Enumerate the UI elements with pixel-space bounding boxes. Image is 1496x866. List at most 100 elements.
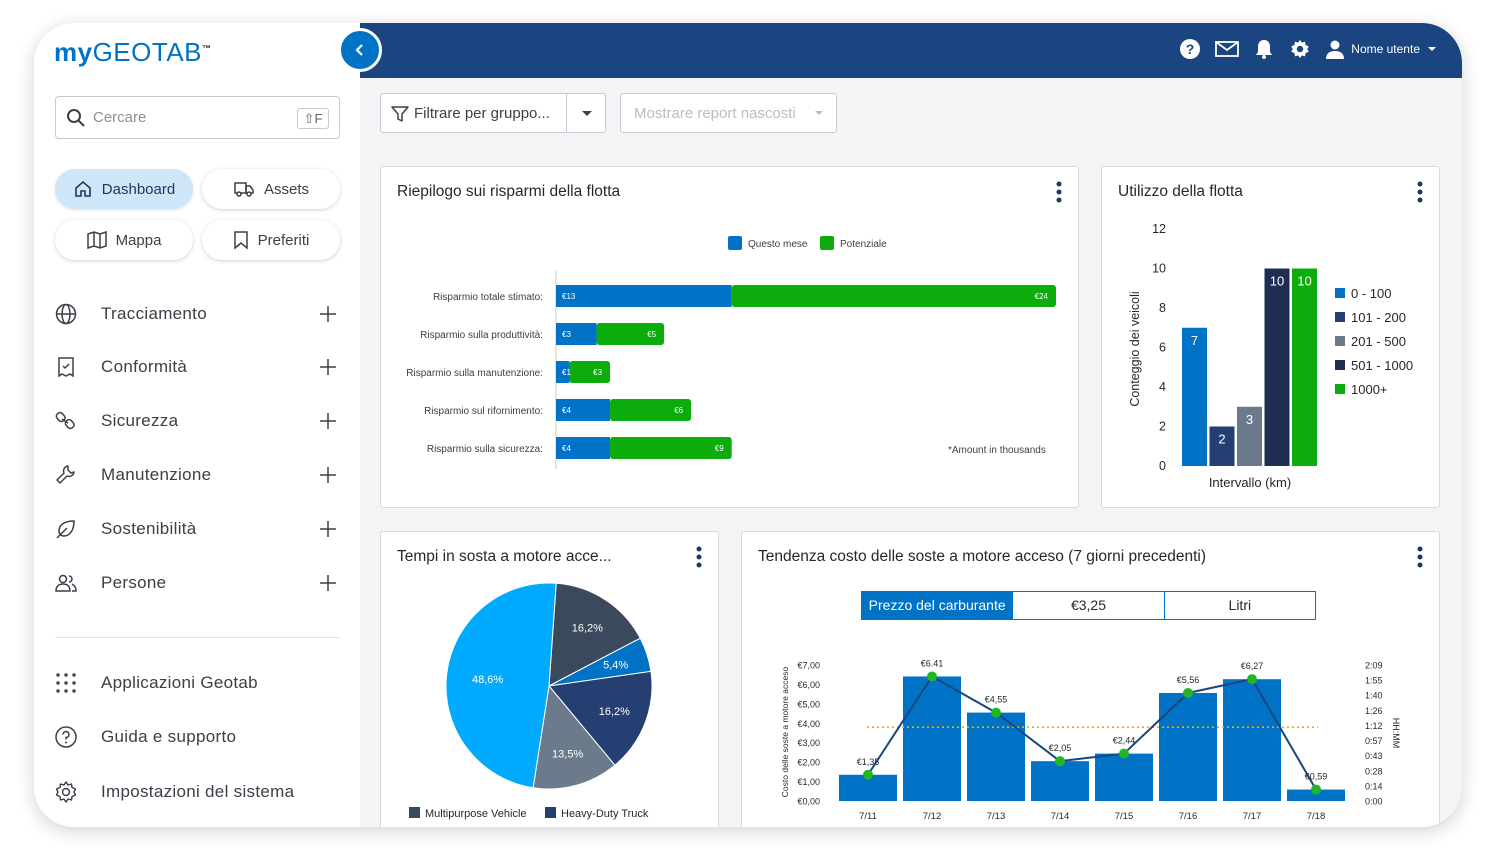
- bar: [1223, 679, 1281, 801]
- map-icon: [86, 231, 107, 249]
- bar: [1031, 761, 1089, 801]
- pie-slice: [532, 684, 616, 790]
- bar-this-month: [556, 437, 611, 459]
- y-tick-label: 8: [1159, 301, 1166, 315]
- bar-potential: [731, 285, 1056, 307]
- bar-value-label: 3: [1246, 412, 1253, 427]
- card-title: Tempi in sosta a motore acce...: [397, 548, 612, 565]
- point-label: €6.41: [921, 658, 944, 668]
- hidden-reports-dropdown[interactable]: Mostrare report nascosti: [620, 93, 837, 133]
- bar-this-month: [556, 361, 570, 383]
- y-tick-label: €0,00: [797, 797, 820, 807]
- expand-plus-icon[interactable]: [318, 465, 338, 485]
- y-axis-label: Costo delle soste a motore acceso: [780, 667, 790, 798]
- legend-label: Heavy-Duty Truck: [561, 808, 649, 820]
- y2-tick-label: 1:40: [1365, 691, 1383, 701]
- y2-tick-label: 0:00: [1365, 797, 1383, 807]
- chevron-left-icon: [355, 44, 363, 56]
- nav-item-compliance[interactable]: Conformità: [54, 352, 344, 382]
- data-label-this-month: €4: [562, 406, 571, 415]
- app-window: myGEOTAB™ Cercare ⇧F Dashboard Assets Ma…: [34, 23, 1462, 827]
- mail-icon[interactable]: [1215, 40, 1240, 58]
- kebab-menu-icon[interactable]: [1416, 180, 1424, 204]
- data-label-this-month: €4: [562, 444, 571, 453]
- y-tick-label: €6,00: [797, 680, 820, 690]
- legend-label-this-month: Questo mese: [748, 239, 808, 250]
- slice-label: 16,2%: [599, 706, 630, 718]
- tab-liters[interactable]: Litri: [1163, 592, 1315, 619]
- y-tick-label: 10: [1152, 262, 1166, 276]
- legend-label: 201 - 500: [1351, 334, 1406, 349]
- bar: [967, 712, 1025, 801]
- kebab-menu-icon[interactable]: [695, 545, 703, 569]
- card-title: Utilizzo della flotta: [1118, 183, 1243, 200]
- bar-potential: [596, 323, 665, 345]
- data-label-this-month: €1: [562, 368, 571, 377]
- nav-item-safety[interactable]: Sicurezza: [54, 406, 344, 436]
- quick-link-map[interactable]: Mappa: [55, 220, 193, 260]
- category-label: Risparmio sulla sicurezza:: [427, 444, 543, 455]
- sidebar-collapse-button[interactable]: [338, 28, 382, 72]
- trend-point: [1183, 687, 1193, 698]
- user-menu[interactable]: Nome utente: [1325, 39, 1438, 59]
- filter-icon: [391, 106, 409, 122]
- bar-potential: [610, 437, 732, 459]
- bar: [1182, 327, 1207, 466]
- y-tick-label: €7,00: [797, 661, 820, 671]
- legend-swatch-potential: [820, 236, 834, 250]
- kebab-menu-icon[interactable]: [1055, 180, 1063, 204]
- nav-item-tracking[interactable]: Tracciamento: [54, 299, 344, 329]
- category-label: Risparmio sul rifornimento:: [424, 406, 543, 417]
- help-icon: [55, 726, 77, 748]
- category-label: Risparmio totale stimato:: [433, 292, 543, 303]
- expand-plus-icon[interactable]: [318, 573, 338, 593]
- gear-icon[interactable]: [1289, 38, 1311, 60]
- bar-value-label: 10: [1270, 274, 1284, 289]
- bell-icon[interactable]: [1253, 38, 1275, 60]
- point-label: €4,55: [985, 695, 1008, 705]
- nav-item-sustainability[interactable]: Sostenibilità: [54, 514, 344, 544]
- y-tick-label: €5,00: [797, 699, 820, 709]
- expand-plus-icon[interactable]: [318, 519, 338, 539]
- nav-item-people[interactable]: Persone: [54, 568, 344, 598]
- truck-icon: [234, 182, 254, 197]
- bar-this-month: [556, 399, 611, 421]
- kebab-menu-icon[interactable]: [1416, 545, 1424, 569]
- nav-item-maintenance[interactable]: Manutenzione: [54, 460, 344, 490]
- chevron-down-icon: [815, 111, 823, 115]
- people-icon: [55, 574, 77, 592]
- x-tick-label: 7/18: [1307, 811, 1326, 822]
- expand-plus-icon[interactable]: [318, 357, 338, 377]
- nav-item-help[interactable]: Guida e supporto: [54, 722, 344, 752]
- y-tick-label: €3,00: [797, 738, 820, 748]
- nav-item-settings[interactable]: Impostazioni del sistema: [54, 777, 344, 807]
- quick-link-dashboard[interactable]: Dashboard: [55, 169, 193, 209]
- quick-link-favorites[interactable]: Preferiti: [202, 220, 340, 260]
- search-icon: [67, 109, 85, 127]
- utilization-card: Utilizzo della flotta 0 2 4 6 8 10 12 7 2 3 10 10 In…: [1101, 166, 1440, 508]
- savings-chart: Questo mese Potenziale Risparmio totale st…: [406, 236, 1056, 469]
- trend-point: [1055, 756, 1065, 767]
- y2-tick-label: 0:28: [1365, 766, 1383, 776]
- tab-price-value[interactable]: €3,25: [1012, 592, 1163, 619]
- bar: [1264, 268, 1290, 466]
- y-tick-label: 6: [1159, 341, 1166, 355]
- expand-plus-icon[interactable]: [318, 304, 338, 324]
- expand-plus-icon[interactable]: [318, 411, 338, 431]
- slice-label: 5,4%: [603, 659, 628, 671]
- point-label: €1,35: [857, 757, 880, 767]
- tab-fuel-price[interactable]: Prezzo del carburante: [862, 592, 1013, 619]
- geotab-logo[interactable]: myGEOTAB™: [54, 37, 212, 67]
- y2-tick-label: 1:55: [1365, 676, 1383, 686]
- nav-item-apps[interactable]: Applicazioni Geotab: [54, 668, 344, 698]
- chevron-down-icon[interactable]: [581, 108, 593, 118]
- group-filter-dropdown[interactable]: Filtrare per gruppo...: [380, 93, 606, 133]
- help-icon[interactable]: ?: [1179, 38, 1201, 60]
- search-input[interactable]: Cercare ⇧F: [55, 96, 340, 139]
- apps-grid-icon: [56, 673, 76, 693]
- svg-text:?: ?: [1186, 41, 1195, 57]
- legend-label-potential: Potenziale: [840, 239, 887, 250]
- y-tick-label: 12: [1152, 222, 1166, 236]
- legend-label: 1000+: [1351, 382, 1388, 397]
- quick-link-assets[interactable]: Assets: [202, 169, 340, 209]
